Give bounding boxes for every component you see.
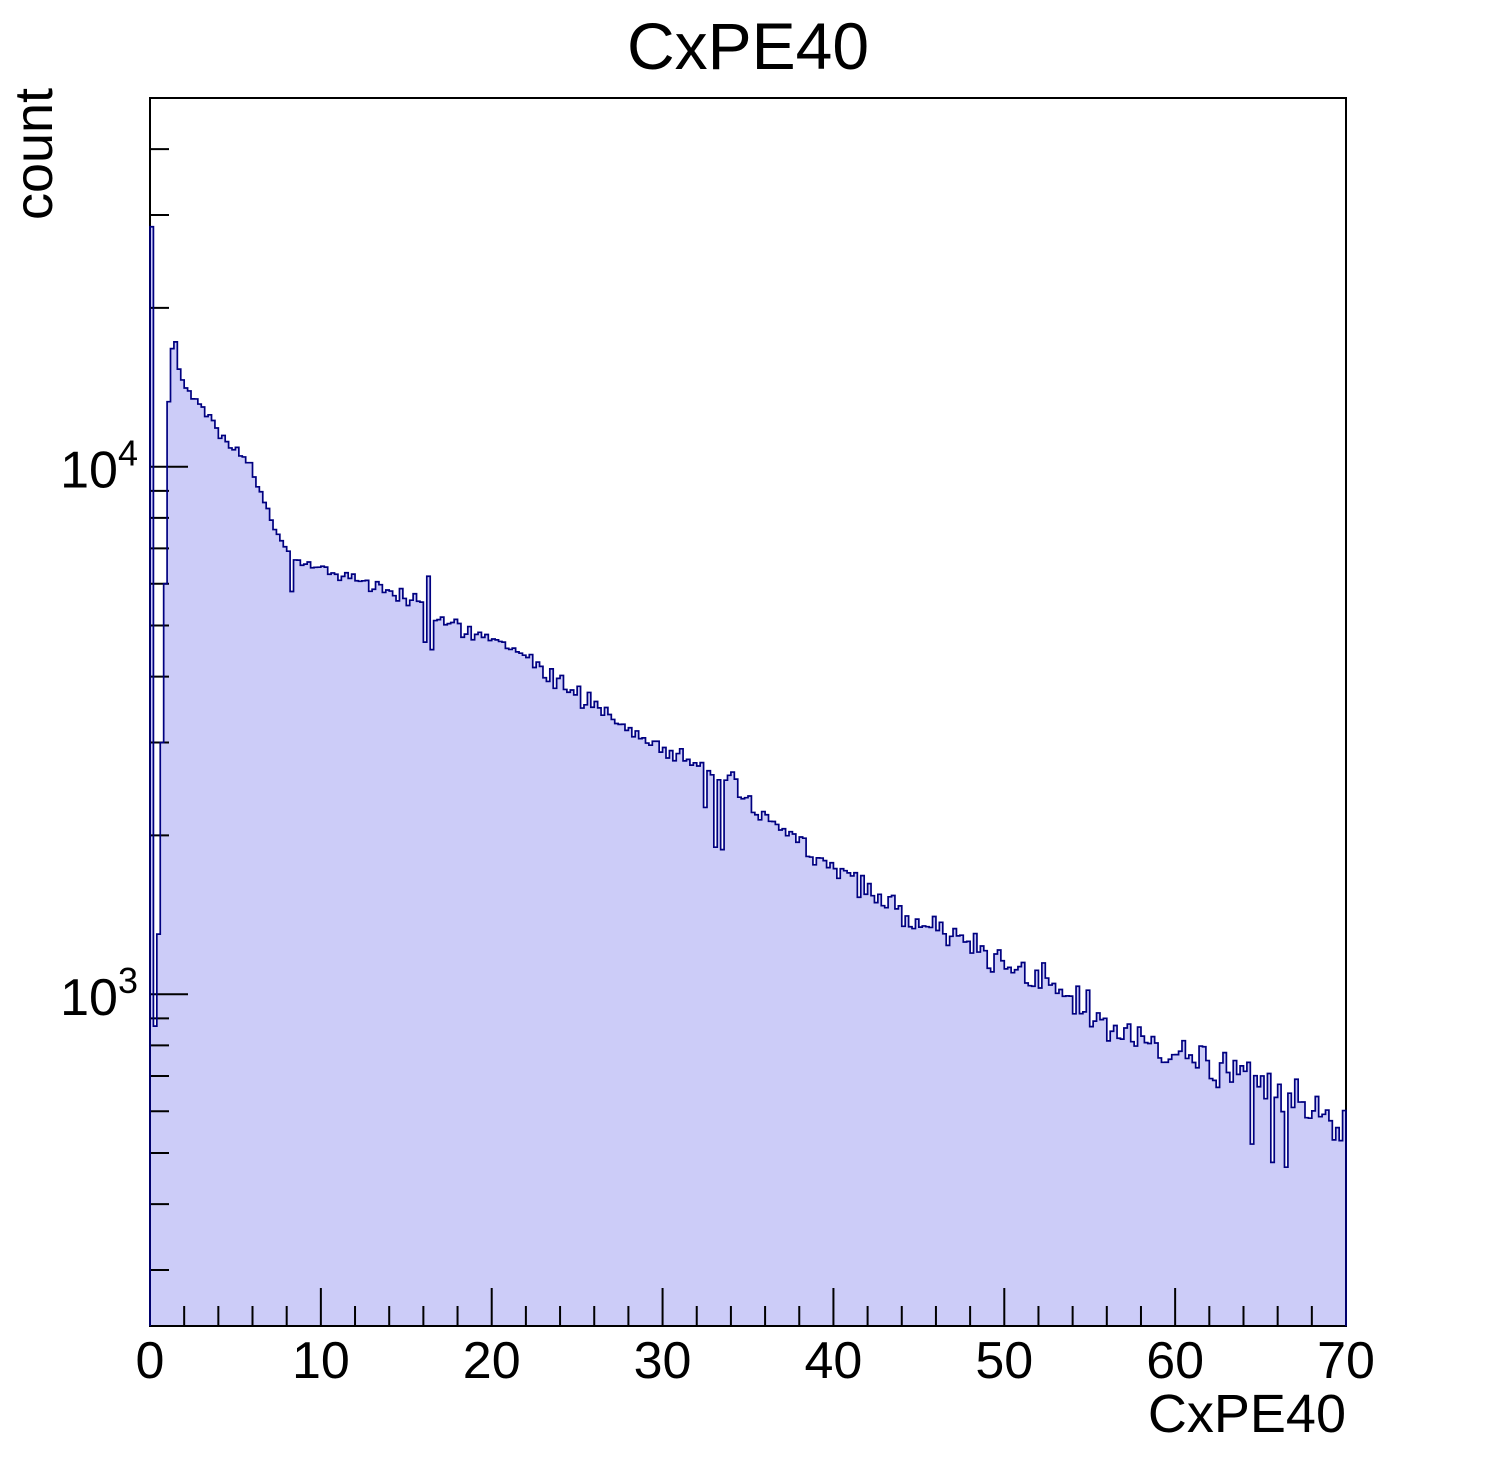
x-tick-label: 30	[634, 1332, 692, 1390]
x-axis-tick-labels: 0 10 20 30 40 50 60 70	[136, 1332, 1375, 1390]
x-tick-label: 60	[1146, 1332, 1204, 1390]
chart-title: CxPE40	[627, 9, 869, 83]
y-tick-label: 103	[60, 960, 138, 1027]
y-tick-label: 104	[60, 433, 138, 500]
y-axis-tick-labels: 103 104	[60, 433, 138, 1028]
y-axis-label: count	[4, 88, 64, 220]
x-axis-label: CxPE40	[1148, 1384, 1346, 1444]
x-axis-ticks	[149, 1288, 1347, 1326]
x-tick-label: 10	[292, 1332, 350, 1390]
histogram-fill-area	[150, 226, 1346, 1326]
x-tick-label: 70	[1317, 1332, 1375, 1390]
x-tick-label: 20	[463, 1332, 521, 1390]
x-tick-label: 40	[805, 1332, 863, 1390]
x-tick-label: 0	[136, 1332, 165, 1390]
histogram-outline	[149, 225, 1347, 1326]
x-tick-label: 50	[975, 1332, 1033, 1390]
